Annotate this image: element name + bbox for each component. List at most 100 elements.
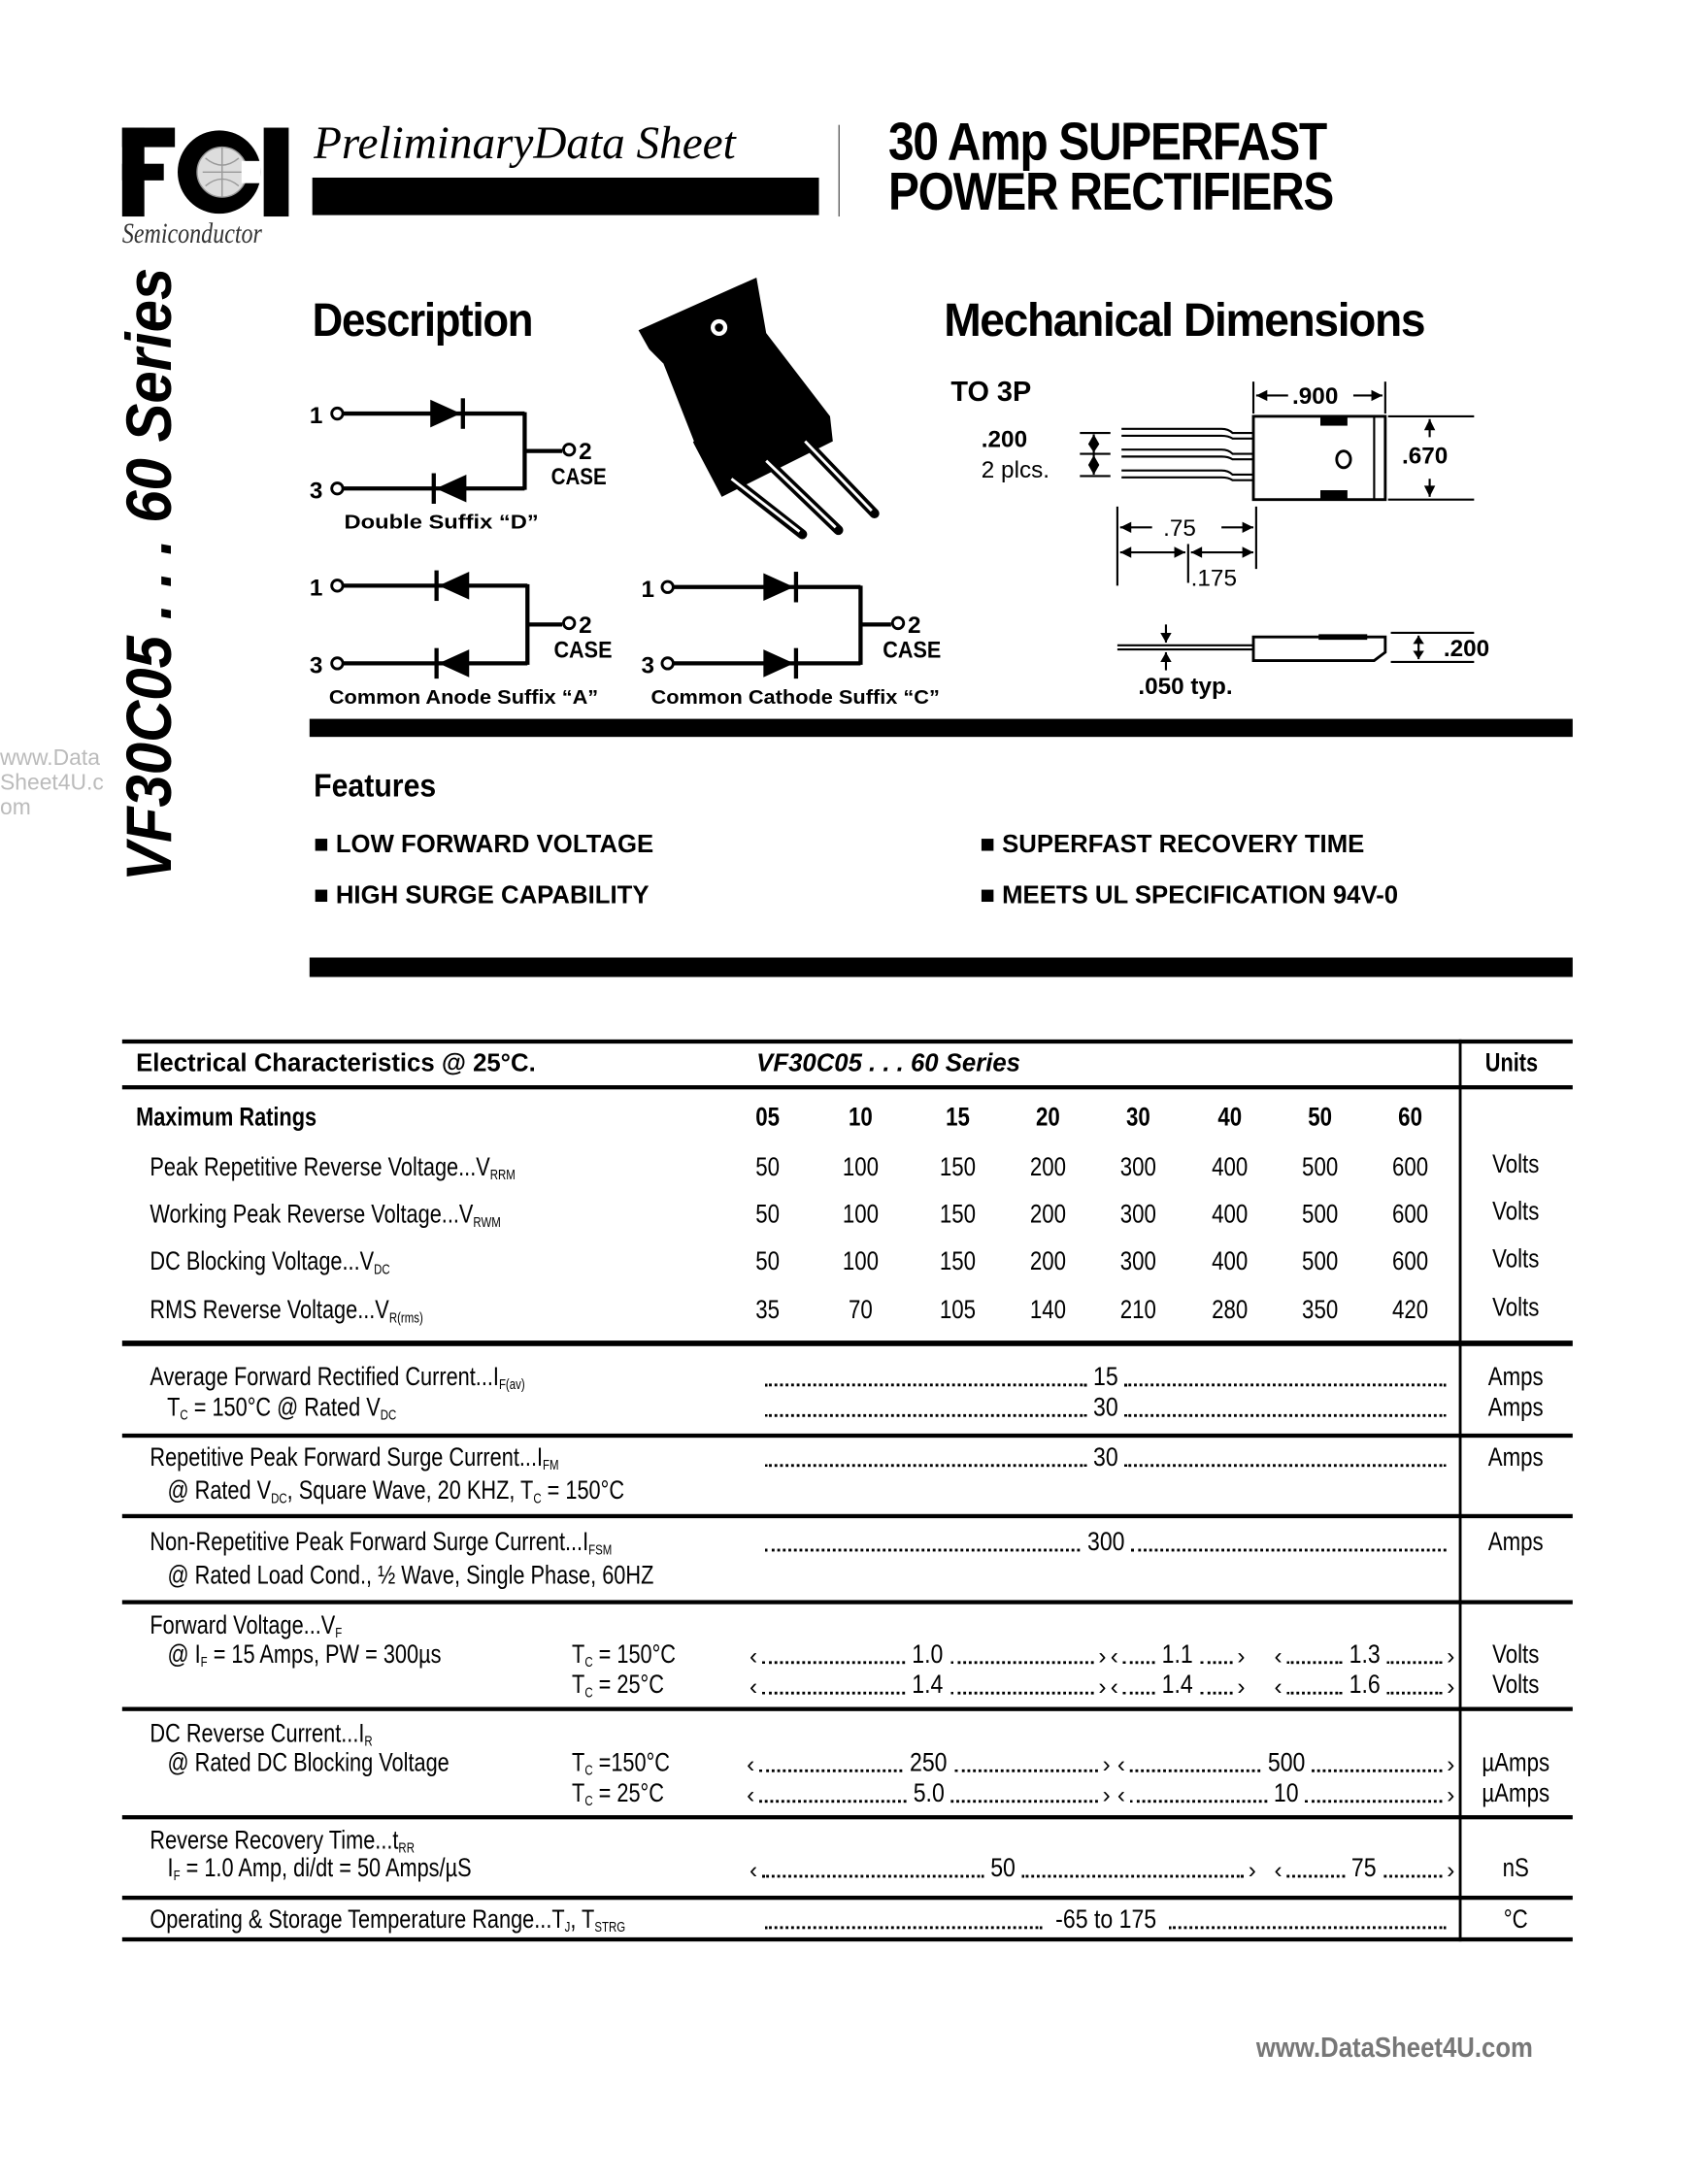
- watermark-side: www.DataSheet4U.com: [0, 746, 104, 820]
- dot-leader: [1285, 1691, 1343, 1695]
- characteristic-label-text: Operating & Storage Temperature Range...…: [150, 1904, 625, 1936]
- row-divider: [121, 1433, 1573, 1439]
- unit-label: Amps: [1487, 1393, 1544, 1423]
- bracket-open: ‹: [1274, 1642, 1283, 1670]
- dot-leader: [950, 1800, 1099, 1803]
- bracket-open: ‹: [750, 1856, 758, 1884]
- row-divider: [121, 1815, 1573, 1820]
- subscript: C: [180, 1408, 188, 1424]
- subscript: FM: [543, 1458, 559, 1474]
- bracket-open: ‹: [747, 1781, 755, 1808]
- value-range: 30: [760, 1444, 1450, 1471]
- dim-height: .670: [1402, 444, 1448, 470]
- unit-label: Volts: [1492, 1197, 1540, 1227]
- pin-label: 1: [310, 403, 323, 429]
- characteristic-value: 75: [1351, 1854, 1378, 1884]
- rating-value: 300: [1119, 1247, 1156, 1277]
- rating-value: 400: [1212, 1200, 1249, 1230]
- characteristic-value: 15: [1092, 1362, 1118, 1392]
- feature-item: ■ SUPERFAST RECOVERY TIME: [980, 831, 1364, 856]
- package-name: TO 3P: [950, 377, 1031, 408]
- dot-leader: [1129, 1769, 1260, 1772]
- test-condition-text: TC = 150°C: [572, 1641, 676, 1670]
- diode-icon: [435, 474, 467, 503]
- characteristic-value: 500: [1267, 1748, 1305, 1778]
- characteristic-value: 50: [990, 1854, 1016, 1884]
- rating-value: 500: [1302, 1153, 1339, 1183]
- characteristic-label: Repetitive Peak Forward Surge Current...…: [150, 1444, 559, 1474]
- double-suffix-label: Double Suffix “D”: [345, 513, 539, 534]
- unit-label: Amps: [1487, 1362, 1544, 1392]
- value-range: ‹ 1.0 ›: [750, 1641, 1106, 1668]
- diode-icon: [438, 649, 470, 678]
- subscript: RWM: [473, 1215, 501, 1232]
- value-range: ‹ 5.0 ›: [747, 1780, 1111, 1806]
- label-text: @ I: [150, 1639, 201, 1670]
- characteristic-label-text: Average Forward Rectified Current...IF(a…: [150, 1364, 524, 1392]
- dot-leader: [1122, 1661, 1155, 1665]
- dot-leader: [1305, 1800, 1443, 1803]
- dot-leader: [1131, 1548, 1447, 1552]
- unit-label: Volts: [1492, 1671, 1540, 1701]
- test-condition: TC = 25°C: [572, 1778, 665, 1808]
- pin-label: 1: [642, 577, 655, 603]
- subscript: DC: [271, 1491, 287, 1507]
- row-divider: [121, 1895, 1573, 1901]
- header-divider: [838, 124, 840, 217]
- test-condition-text: TC = 25°C: [572, 1778, 664, 1808]
- logo-subtext: Semiconductor: [121, 216, 262, 250]
- table-header-units: Units: [1484, 1048, 1539, 1078]
- characteristic-value: 250: [910, 1748, 948, 1778]
- unit-label: Volts: [1492, 1639, 1540, 1670]
- rating-value: 400: [1212, 1247, 1249, 1277]
- column-header: 15: [946, 1103, 970, 1133]
- rating-value: 100: [842, 1200, 879, 1230]
- circuit-diagrams: 1 3 2 CASE Double Suffix “D” 1 3 2 CASE …: [310, 277, 1489, 709]
- subscript: F(av): [498, 1377, 525, 1394]
- bracket-close: ›: [1447, 1751, 1455, 1778]
- value-range: ‹ 10 ›: [1117, 1780, 1454, 1806]
- rating-value: 300: [1119, 1153, 1156, 1183]
- test-condition: TC = 150°C: [572, 1641, 678, 1670]
- dim-pitch: .200: [982, 426, 1027, 452]
- rating-label: Peak Repetitive Reverse Voltage...VRRM: [150, 1155, 516, 1183]
- value-range: ‹ 500 ›: [1117, 1750, 1454, 1776]
- pin-label: 1: [310, 575, 323, 601]
- characteristic-label: IF = 1.0 Amp, di/dt = 50 Amps/µS: [150, 1854, 472, 1884]
- label-text: I: [150, 1854, 174, 1884]
- subscript: J: [564, 1920, 571, 1936]
- bullet-square-icon: ■: [980, 829, 995, 858]
- dot-leader: [1386, 1661, 1443, 1665]
- bracket-close: ›: [1248, 1856, 1256, 1884]
- dot-leader: [761, 1691, 906, 1695]
- bracket-open: ‹: [750, 1642, 758, 1670]
- bracket-open: ‹: [1274, 1673, 1283, 1701]
- rating-value: 35: [755, 1296, 781, 1326]
- rating-value: 280: [1212, 1296, 1249, 1326]
- label-text: , T: [570, 1904, 595, 1936]
- column-header: 60: [1398, 1103, 1422, 1133]
- table-header-title: Electrical Characteristics @ 25°C.: [136, 1048, 536, 1077]
- characteristic-label: Operating & Storage Temperature Range...…: [150, 1904, 625, 1936]
- label-text: T: [150, 1393, 181, 1423]
- characteristic-label-text: TC = 150°C @ Rated VDC: [150, 1393, 396, 1424]
- dot-leader: [764, 1464, 1087, 1468]
- characteristic-label-text: Non-Repetitive Peak Forward Surge Curren…: [150, 1530, 612, 1558]
- characteristic-value: 1.6: [1349, 1671, 1381, 1701]
- subscript: DC: [374, 1263, 390, 1278]
- bracket-open: ‹: [1274, 1856, 1283, 1884]
- bracket-open: ‹: [747, 1751, 755, 1778]
- pin-label: 3: [310, 478, 323, 504]
- title-line-1: 30 Amp SUPERFAST: [888, 114, 1327, 173]
- fci-logo: [121, 127, 289, 217]
- dot-leader: [1200, 1691, 1234, 1695]
- characteristic-value: 30: [1092, 1442, 1118, 1473]
- feature-text: LOW FORWARD VOLTAGE: [335, 829, 654, 858]
- label-text: @ Rated DC Blocking Voltage: [150, 1748, 450, 1778]
- label-text: = 25°C: [592, 1778, 664, 1808]
- bracket-open: ‹: [1110, 1642, 1118, 1670]
- characteristic-label: Reverse Recovery Time...tRR: [150, 1828, 415, 1856]
- value-range: ‹ 1.6 ›: [1274, 1672, 1454, 1699]
- rating-value: 300: [1119, 1200, 1156, 1230]
